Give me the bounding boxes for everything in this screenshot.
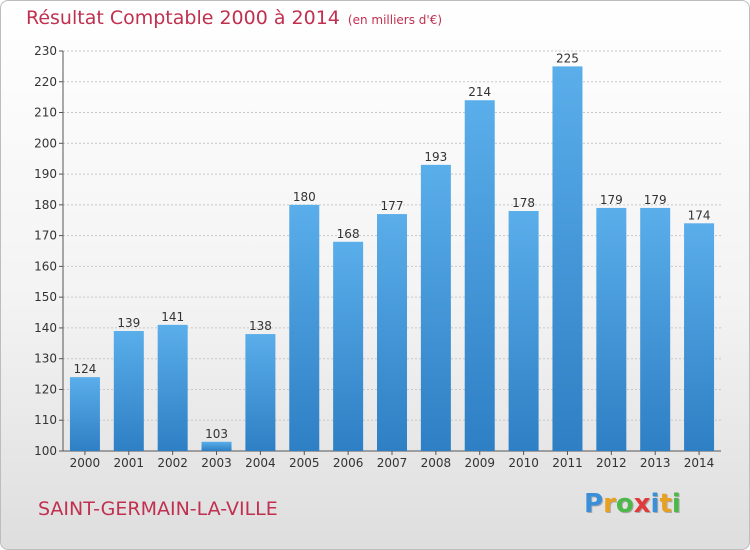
y-tick-label: 200 [34, 136, 57, 150]
bar [640, 207, 671, 451]
x-tick-label: 2004 [245, 456, 276, 470]
proxiti-logo: Proxiti [584, 489, 681, 519]
x-tick-label: 2009 [464, 456, 495, 470]
bar [552, 66, 583, 451]
x-tick-label: 2010 [508, 456, 539, 470]
bar [596, 207, 627, 451]
bar-value-label: 178 [512, 196, 535, 210]
bar-value-label: 124 [73, 362, 96, 376]
y-tick-label: 150 [34, 290, 57, 304]
bar-value-label: 179 [644, 193, 667, 207]
y-tick-label: 130 [34, 352, 57, 366]
bar-value-label: 214 [468, 85, 491, 99]
bar [684, 223, 715, 451]
x-tick-label: 2011 [552, 456, 583, 470]
bar-value-label: 177 [381, 199, 404, 213]
y-tick-label: 230 [34, 44, 57, 58]
y-tick-label: 220 [34, 75, 57, 89]
x-tick-label: 2008 [421, 456, 452, 470]
bar [464, 100, 495, 451]
bar-value-label: 139 [117, 316, 140, 330]
bar-value-label: 179 [600, 193, 623, 207]
bar-value-label: 225 [556, 51, 579, 65]
y-tick-label: 110 [34, 413, 57, 427]
x-tick-label: 2005 [289, 456, 320, 470]
logo-letter: P [584, 489, 604, 519]
bar [69, 377, 100, 451]
x-tick-label: 2003 [201, 456, 232, 470]
logo-letter: i [650, 489, 660, 519]
y-tick-label: 160 [34, 259, 57, 273]
bar-layer [69, 66, 715, 451]
y-tick-label: 170 [34, 229, 57, 243]
logo-letter: x [633, 489, 651, 519]
logo-letter: i [671, 489, 681, 519]
logo-letter: o [615, 489, 634, 519]
bar [113, 331, 144, 451]
logo-letter: t [659, 489, 672, 519]
commune-name: SAINT-GERMAIN-LA-VILLE [38, 498, 278, 520]
bar [377, 214, 407, 451]
bar-value-label: 174 [688, 208, 711, 222]
chart-title: Résultat Comptable 2000 à 2014 [26, 7, 340, 29]
x-tick-label: 2012 [596, 456, 627, 470]
y-tick-label: 100 [34, 444, 57, 458]
y-tick-label: 180 [34, 198, 57, 212]
y-tick-label: 120 [34, 382, 57, 396]
x-tick-label: 2013 [640, 456, 671, 470]
y-tick-label: 210 [34, 106, 57, 120]
bar [289, 204, 320, 451]
bar-value-label: 168 [337, 227, 360, 241]
chart-unit-note: (en milliers d'€) [347, 13, 443, 27]
x-tick-label: 2001 [114, 456, 145, 470]
bar-value-label: 103 [205, 427, 228, 441]
x-tick-label: 2002 [157, 456, 188, 470]
bar-value-label: 193 [424, 150, 447, 164]
label-layer: 124 2000 139 2001 141 2002 103 2003 138 2004 180 20… [70, 51, 715, 470]
bar [201, 441, 232, 451]
bar-value-label: 141 [161, 310, 184, 324]
x-tick-label: 2006 [333, 456, 364, 470]
x-tick-label: 2014 [684, 456, 715, 470]
y-tick-label: 190 [34, 167, 57, 181]
bar-value-label: 138 [249, 319, 272, 333]
bar-value-label: 180 [293, 190, 316, 204]
bar [157, 324, 188, 451]
chart-title-line: Résultat Comptable 2000 à 2014 (en millie… [26, 7, 442, 29]
y-tick-label: 140 [34, 321, 57, 335]
x-tick-label: 2000 [70, 456, 101, 470]
bar [420, 164, 451, 451]
bar [333, 241, 364, 451]
x-tick-label: 2007 [377, 456, 408, 470]
logo-letter: r [603, 489, 616, 519]
bar [245, 334, 276, 451]
bar [508, 211, 539, 451]
